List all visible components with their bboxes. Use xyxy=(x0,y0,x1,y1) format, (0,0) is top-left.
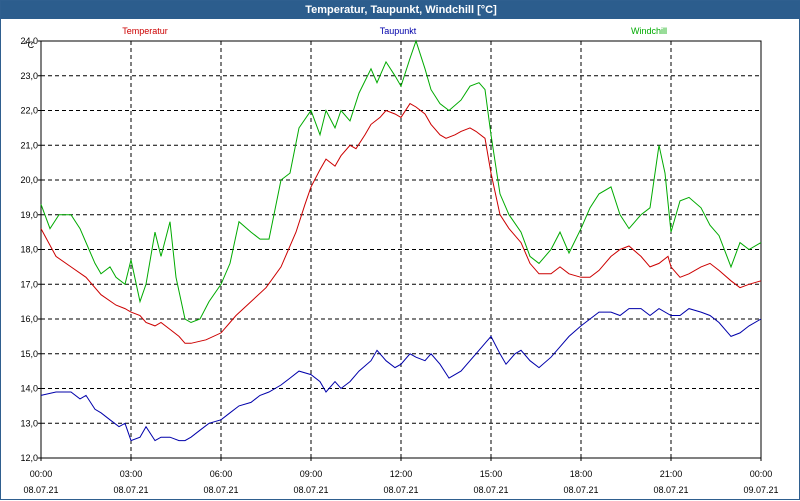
y-tick-label: 22,0 xyxy=(20,106,38,116)
x-tick-time-label: 06:00 xyxy=(210,469,233,479)
x-tick-time-label: 09:00 xyxy=(300,469,323,479)
x-tick-time-label: 18:00 xyxy=(570,469,593,479)
y-tick-label: 20,0 xyxy=(20,175,38,185)
y-tick-label: 23,0 xyxy=(20,71,38,81)
y-tick-label: 15,0 xyxy=(20,349,38,359)
series-line-windchill xyxy=(40,39,762,324)
y-tick-label: 17,0 xyxy=(20,279,38,289)
x-tick-time-label: 12:00 xyxy=(390,469,413,479)
x-tick-date-label: 08.07.21 xyxy=(563,485,598,495)
x-tick-date-label: 09.07.21 xyxy=(743,485,778,495)
chart-title: Temperatur, Taupunkt, Windchill [°C] xyxy=(1,1,800,19)
x-tick-time-label: 15:00 xyxy=(480,469,503,479)
legend-taupunkt: Taupunkt xyxy=(380,26,417,36)
y-tick-label: 16,0 xyxy=(20,314,38,324)
y-tick-label: 21,0 xyxy=(20,140,38,150)
x-tick-date-label: 08.07.21 xyxy=(203,485,238,495)
y-tick-label: 13,0 xyxy=(20,418,38,428)
x-tick-date-label: 08.07.21 xyxy=(383,485,418,495)
x-tick-time-label: 21:00 xyxy=(660,469,683,479)
y-tick-label: 19,0 xyxy=(20,210,38,220)
series-line-temperatur xyxy=(40,102,762,344)
x-tick-time-label: 00:00 xyxy=(30,469,53,479)
x-tick-time-label: 03:00 xyxy=(120,469,143,479)
x-tick-date-label: 08.07.21 xyxy=(473,485,508,495)
legend-temperatur: Temperatur xyxy=(122,26,168,36)
y-axis-label: °C xyxy=(24,40,35,50)
y-tick-label: 12,0 xyxy=(20,453,38,463)
y-tick-label: 24,0 xyxy=(20,36,38,46)
x-tick-date-label: 08.07.21 xyxy=(293,485,328,495)
legend-windchill: Windchill xyxy=(631,26,667,36)
y-tick-label: 14,0 xyxy=(20,384,38,394)
x-tick-date-label: 08.07.21 xyxy=(23,485,58,495)
x-tick-date-label: 08.07.21 xyxy=(653,485,688,495)
x-tick-time-label: 00:00 xyxy=(750,469,773,479)
series-line-taupunkt xyxy=(40,308,762,442)
y-tick-label: 18,0 xyxy=(20,245,38,255)
x-tick-date-label: 08.07.21 xyxy=(113,485,148,495)
